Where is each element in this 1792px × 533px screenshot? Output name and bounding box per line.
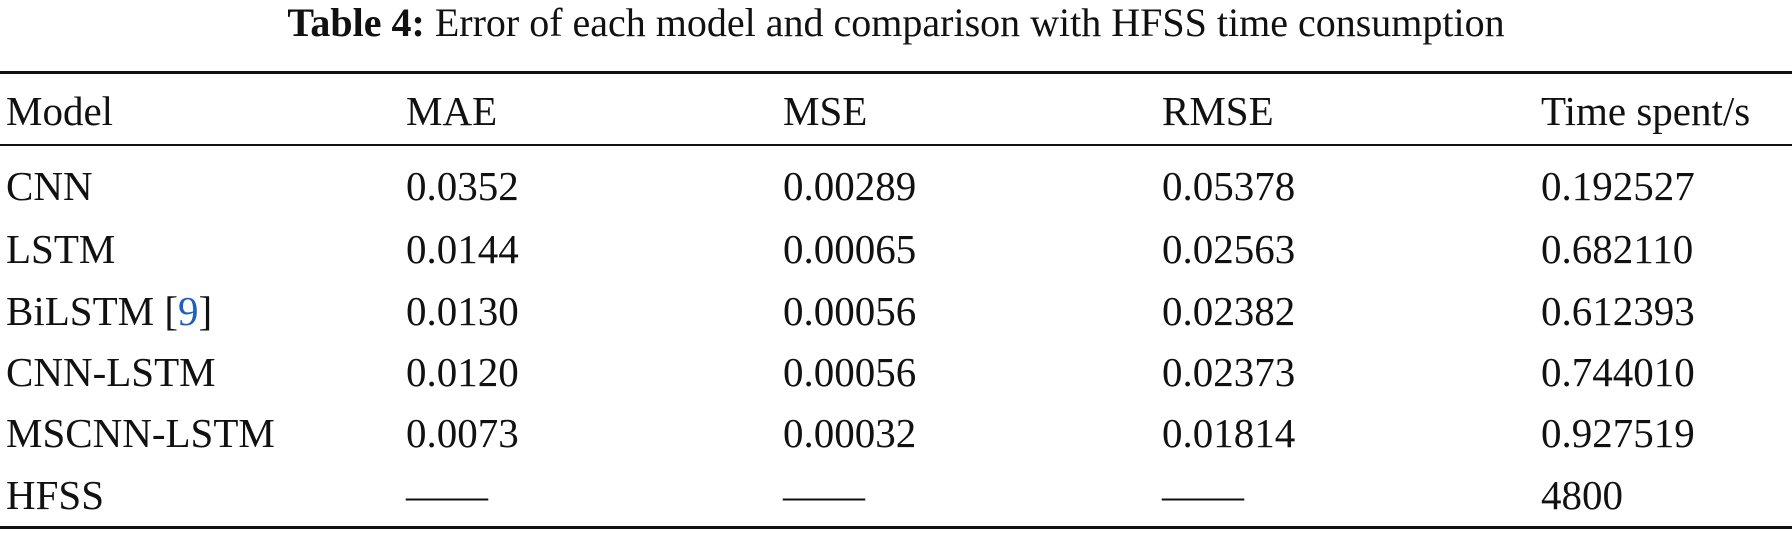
data-cell: 0.01814	[1162, 410, 1296, 456]
data-cell: 0.0073	[406, 410, 519, 456]
data-cell: 0.682110	[1541, 226, 1694, 272]
row-label: MSCNN-LSTM	[6, 410, 275, 456]
data-cell: 0.00289	[783, 163, 917, 209]
row-label: BiLSTM [9]	[6, 287, 212, 335]
data-cell: 0.00065	[783, 226, 917, 272]
data-cell: 0.192527	[1541, 163, 1695, 209]
header-cell: Time spent/s	[1541, 88, 1751, 134]
bottom-rule	[0, 526, 1792, 529]
header-cell: MSE	[783, 88, 868, 134]
cell-text: BiLSTM [	[6, 288, 178, 334]
caption-label: Table 4:	[287, 0, 425, 45]
data-cell: 0.0352	[406, 163, 519, 209]
data-cell: 0.0120	[406, 349, 519, 395]
row-label: CNN	[6, 163, 93, 209]
data-cell: 0.0144	[406, 226, 519, 272]
data-cell: 0.927519	[1541, 410, 1695, 456]
data-cell: 0.02382	[1162, 288, 1296, 334]
data-cell: 0.612393	[1541, 288, 1695, 334]
data-cell: 0.05378	[1162, 163, 1296, 209]
caption-text: Error of each model and comparison with …	[434, 0, 1505, 45]
data-cell: ——	[1162, 472, 1244, 518]
header-cell: RMSE	[1162, 88, 1274, 134]
data-cell: 0.00056	[783, 349, 917, 395]
row-label: CNN-LSTM	[6, 349, 216, 395]
top-rule	[0, 71, 1792, 74]
row-label: LSTM	[6, 226, 116, 272]
header-cell: MAE	[406, 88, 498, 134]
data-cell: ——	[783, 472, 865, 518]
data-cell: 0.02373	[1162, 349, 1296, 395]
data-cell: 0.00056	[783, 288, 917, 334]
data-cell: 0.02563	[1162, 226, 1296, 272]
cell-text: ]	[198, 288, 213, 334]
row-label: HFSS	[6, 472, 105, 518]
citation-link[interactable]: 9	[178, 288, 199, 334]
table-caption: Table 4: Error of each model and comparis…	[0, 0, 1792, 46]
header-rule	[0, 144, 1792, 146]
data-cell: 4800	[1541, 472, 1623, 518]
data-cell: 0.0130	[406, 288, 519, 334]
data-cell: 0.00032	[783, 410, 917, 456]
data-cell: 0.744010	[1541, 349, 1695, 395]
header-cell: Model	[6, 88, 114, 134]
data-cell: ——	[406, 472, 488, 518]
